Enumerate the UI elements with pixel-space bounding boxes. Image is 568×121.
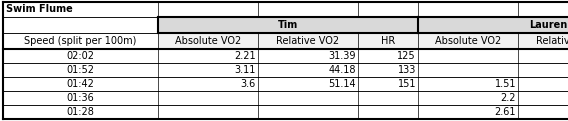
Text: 51.14: 51.14 <box>328 79 356 89</box>
Bar <box>3 105 158 119</box>
Bar <box>418 91 518 105</box>
Bar <box>418 63 518 77</box>
Bar <box>418 17 568 33</box>
Bar <box>258 2 358 17</box>
Text: Tim: Tim <box>278 20 298 30</box>
Bar <box>3 77 158 91</box>
Bar <box>418 77 518 91</box>
Bar <box>358 77 418 91</box>
Bar <box>3 33 158 49</box>
Bar <box>158 63 258 77</box>
Bar <box>258 63 358 77</box>
Text: 3.6: 3.6 <box>241 79 256 89</box>
Text: Lauren: Lauren <box>529 20 567 30</box>
Text: 2.21: 2.21 <box>235 51 256 61</box>
Text: Speed (split per 100m): Speed (split per 100m) <box>24 36 137 46</box>
Bar <box>518 33 568 49</box>
Text: 2.2: 2.2 <box>500 93 516 103</box>
Bar <box>158 105 258 119</box>
Bar <box>358 2 418 17</box>
Text: 01:52: 01:52 <box>66 65 94 75</box>
Text: 125: 125 <box>398 51 416 61</box>
Text: 3.11: 3.11 <box>235 65 256 75</box>
Text: Relative VO2: Relative VO2 <box>277 36 340 46</box>
Bar <box>158 33 258 49</box>
Bar <box>518 63 568 77</box>
Bar <box>258 105 358 119</box>
Text: 2.61: 2.61 <box>495 107 516 117</box>
Bar <box>158 49 258 63</box>
Bar <box>518 91 568 105</box>
Text: 02:02: 02:02 <box>66 51 94 61</box>
Text: 44.18: 44.18 <box>328 65 356 75</box>
Bar <box>158 2 258 17</box>
Bar <box>158 91 258 105</box>
Text: 133: 133 <box>398 65 416 75</box>
Bar <box>3 17 158 33</box>
Text: Absolute VO2: Absolute VO2 <box>175 36 241 46</box>
Bar <box>358 63 418 77</box>
Bar <box>518 77 568 91</box>
Text: 1.51: 1.51 <box>495 79 516 89</box>
Bar <box>158 17 418 33</box>
Bar <box>258 33 358 49</box>
Text: 01:28: 01:28 <box>66 107 94 117</box>
Text: 01:36: 01:36 <box>66 93 94 103</box>
Bar <box>518 49 568 63</box>
Bar <box>358 33 418 49</box>
Bar <box>3 91 158 105</box>
Bar <box>418 49 518 63</box>
Text: Absolute VO2: Absolute VO2 <box>435 36 501 46</box>
Bar <box>358 91 418 105</box>
Bar <box>258 77 358 91</box>
Bar <box>518 2 568 17</box>
Text: HR: HR <box>381 36 395 46</box>
Bar <box>258 49 358 63</box>
Bar <box>3 63 158 77</box>
Text: Relative VO2: Relative VO2 <box>536 36 568 46</box>
Bar <box>418 33 518 49</box>
Bar <box>3 49 158 63</box>
Bar <box>518 105 568 119</box>
Bar <box>158 77 258 91</box>
Text: 151: 151 <box>398 79 416 89</box>
Bar <box>3 2 158 17</box>
Bar <box>358 49 418 63</box>
Text: 31.39: 31.39 <box>328 51 356 61</box>
Text: 01:42: 01:42 <box>66 79 94 89</box>
Bar <box>418 105 518 119</box>
Text: Swim Flume: Swim Flume <box>6 4 73 15</box>
Bar <box>358 105 418 119</box>
Bar <box>258 91 358 105</box>
Bar <box>418 2 518 17</box>
